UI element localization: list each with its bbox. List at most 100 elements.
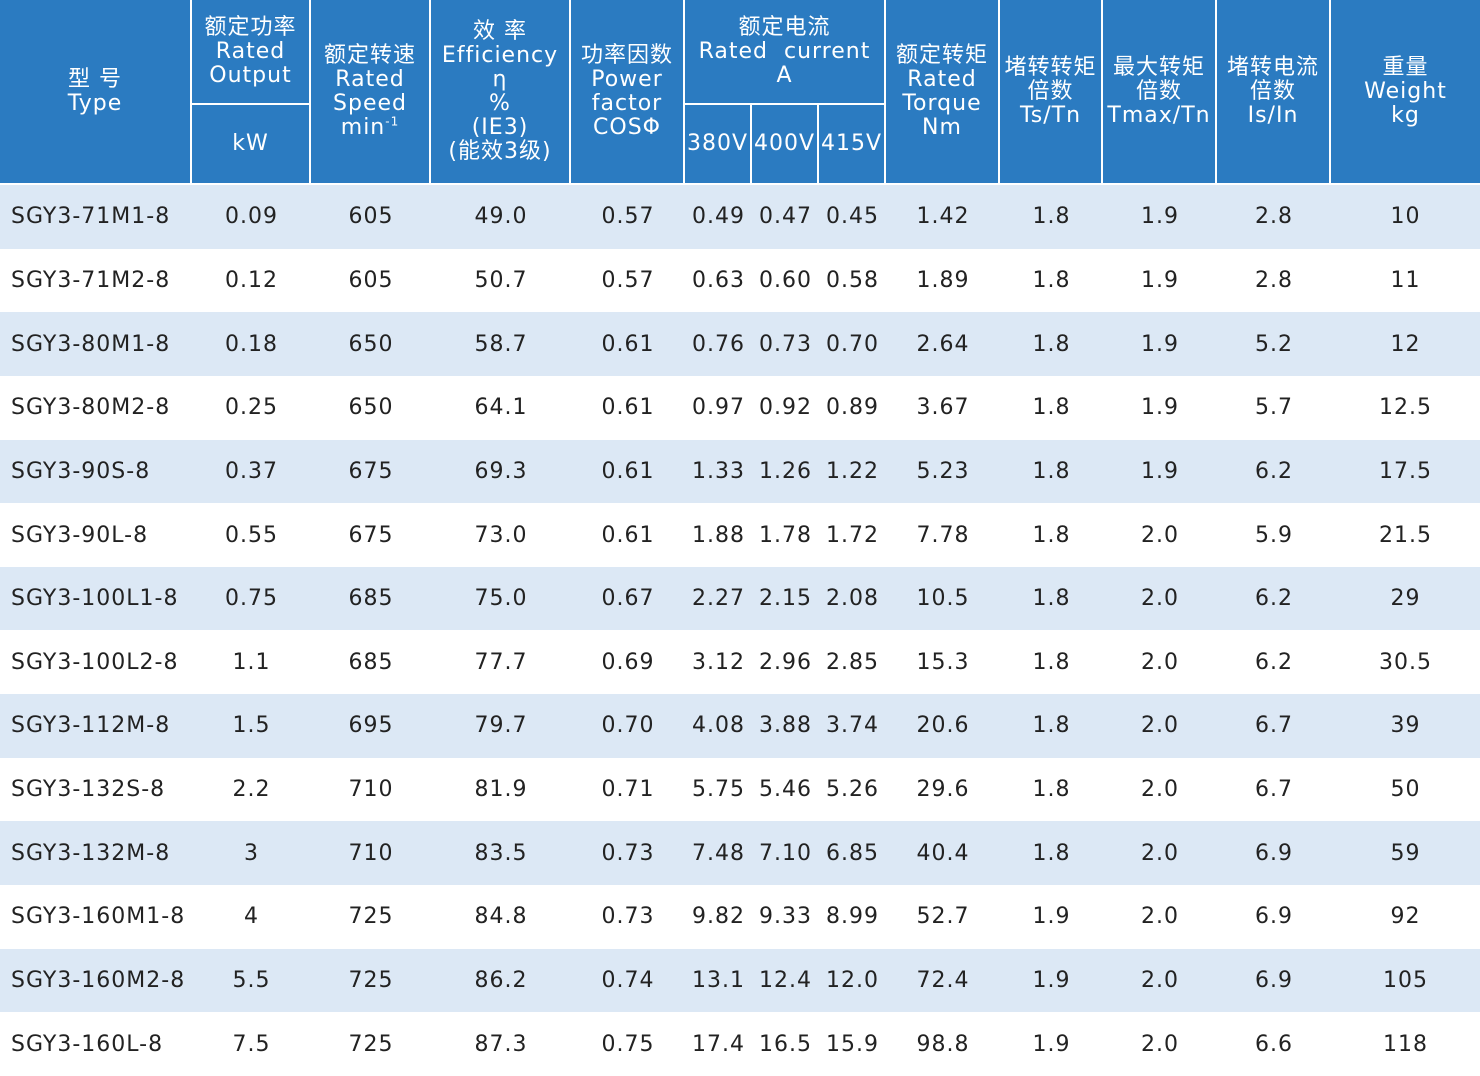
table-cell: 75.0 bbox=[474, 586, 528, 612]
table-cell: 1.1 bbox=[232, 649, 271, 675]
table-cell: 6.9 bbox=[1255, 904, 1293, 930]
table-row: SGY3-90S-8 0.37 675 69.3 0.61 1.33 1.26 1.22 5.2… bbox=[0, 439, 1480, 504]
table-cell: 81.9 bbox=[474, 777, 528, 803]
table-cell: 0.61 bbox=[601, 522, 655, 548]
table-cell: 0.57 bbox=[601, 267, 655, 293]
table-cell: 1.8 bbox=[1032, 267, 1071, 293]
header-line: 倍数 bbox=[1027, 78, 1074, 104]
header-line: Rated bbox=[907, 66, 977, 92]
table-cell: 2.0 bbox=[1141, 904, 1179, 930]
table-cell: 1.8 bbox=[1032, 395, 1071, 421]
table-cell: 0.63 bbox=[692, 267, 745, 293]
header-line: Ts/Tn bbox=[1019, 102, 1082, 128]
table-cell: 2.8 bbox=[1255, 267, 1293, 293]
header-line: η bbox=[492, 66, 508, 92]
table-cell: 6.7 bbox=[1255, 713, 1293, 739]
table-cell: 2.2 bbox=[232, 777, 271, 803]
table-cell: 0.18 bbox=[225, 331, 278, 357]
table-cell: 2.0 bbox=[1141, 968, 1179, 994]
table-cell: 1.9 bbox=[1141, 267, 1179, 293]
table-cell: SGY3-80M1-8 bbox=[11, 331, 171, 357]
table-cell: 1.9 bbox=[1141, 395, 1179, 421]
table-cell: 40.4 bbox=[916, 840, 970, 866]
table-cell: SGY3-71M1-8 bbox=[11, 204, 171, 230]
table-cell: 49.0 bbox=[474, 204, 528, 230]
table-cell: 50 bbox=[1390, 777, 1421, 803]
table-cell: 84.8 bbox=[474, 904, 528, 930]
table-cell: 3.12 bbox=[692, 649, 745, 675]
header-cell: 额定转速 Rated Speed min-1 bbox=[311, 0, 429, 183]
header-line: 400V bbox=[753, 131, 816, 156]
header-cell: 堵转转矩 倍数 Ts/Tn bbox=[1000, 0, 1101, 183]
table-row: SGY3-80M1-8 0.18 650 58.7 0.61 0.76 0.73 0.70 2.… bbox=[0, 312, 1480, 376]
table-cell: 1.9 bbox=[1141, 204, 1179, 230]
table-cell: SGY3-100L1-8 bbox=[11, 586, 179, 612]
header-line: Speed bbox=[333, 90, 407, 116]
table-cell: 73.0 bbox=[474, 522, 528, 548]
header-line: 型 号 bbox=[68, 66, 122, 92]
header-line: 额定转矩 bbox=[895, 42, 988, 68]
table-cell: 0.12 bbox=[225, 267, 278, 293]
header-line: 重量 bbox=[1382, 54, 1429, 80]
header-cell: 额定转矩 Rated Torque Nm bbox=[886, 0, 998, 183]
sub-header-cell: 380V bbox=[685, 105, 750, 183]
header-line: 380V bbox=[686, 131, 749, 156]
header-line: 堵转转矩 bbox=[1004, 54, 1097, 80]
table-cell: 69.3 bbox=[474, 458, 528, 484]
table-cell: 2.64 bbox=[916, 331, 970, 357]
table-cell: 1.33 bbox=[692, 458, 745, 484]
table-cell: 8.99 bbox=[826, 904, 879, 930]
table-cell: 16.5 bbox=[759, 1031, 812, 1057]
table-cell: SGY3-80M2-8 bbox=[11, 395, 171, 421]
table-cell: 29.6 bbox=[916, 777, 970, 803]
table-cell: 15.9 bbox=[826, 1031, 879, 1057]
table-cell: 685 bbox=[348, 649, 394, 675]
table-cell: 1.9 bbox=[1032, 1031, 1071, 1057]
table-cell: 1.89 bbox=[916, 267, 970, 293]
table-cell: 2.0 bbox=[1141, 586, 1179, 612]
table-cell: 11 bbox=[1390, 267, 1421, 293]
table-cell: 695 bbox=[348, 713, 394, 739]
table-cell: 2.15 bbox=[759, 586, 812, 612]
table-cell: 0.73 bbox=[601, 840, 655, 866]
table-cell: 1.26 bbox=[759, 458, 812, 484]
header-line: 最大转矩 bbox=[1112, 54, 1205, 80]
header-cell: 堵转电流 倍数 Is/In bbox=[1217, 0, 1329, 183]
table-cell: 20.6 bbox=[916, 713, 970, 739]
table-cell: 0.37 bbox=[225, 458, 278, 484]
table-row: SGY3-80M2-8 0.25 650 64.1 0.61 0.97 0.92 0.89 3.… bbox=[0, 375, 1480, 440]
table-cell: 0.61 bbox=[601, 458, 655, 484]
table-cell: 12.4 bbox=[759, 968, 812, 994]
header-line: 效 率 bbox=[473, 18, 527, 44]
header-cell: 功率因数 Power factor COSΦ bbox=[571, 0, 683, 183]
table-cell: 86.2 bbox=[474, 968, 528, 994]
table-cell: 77.7 bbox=[474, 649, 528, 675]
table-cell: 92 bbox=[1390, 904, 1421, 930]
table-row: SGY3-132M-8 3 710 83.5 0.73 7.48 7.10 6.85 40.4 1… bbox=[0, 821, 1480, 886]
table-cell: 0.76 bbox=[692, 331, 745, 357]
table-cell: 0.25 bbox=[225, 395, 278, 421]
header-line: Tmax/Tn bbox=[1107, 102, 1211, 128]
table-cell: 725 bbox=[348, 904, 394, 930]
table-cell: 605 bbox=[348, 204, 394, 230]
table-cell: 0.71 bbox=[601, 777, 655, 803]
table-cell: 650 bbox=[348, 395, 394, 421]
table-cell: SGY3-160L-8 bbox=[11, 1031, 164, 1057]
table-cell: 39 bbox=[1390, 713, 1421, 739]
header-cell: 型 号 Type bbox=[0, 0, 190, 183]
header-line: Output bbox=[209, 62, 292, 88]
table-cell: 3 bbox=[244, 840, 259, 866]
table-cell: SGY3-132S-8 bbox=[11, 777, 166, 803]
table-cell: 6.7 bbox=[1255, 777, 1293, 803]
table-row: SGY3-112M-8 1.5 695 79.7 0.70 4.08 3.88 3.74 20.… bbox=[0, 694, 1480, 758]
table-cell: 118 bbox=[1383, 1031, 1428, 1057]
header-line: Torque bbox=[902, 90, 982, 116]
table-row: SGY3-160M2-8 5.5 725 86.2 0.74 13.1 12.4 12.0 72… bbox=[0, 948, 1480, 1013]
table-cell: 2.08 bbox=[826, 586, 879, 612]
table-cell: 2.27 bbox=[692, 586, 745, 612]
header-cell: 额定功率 Rated Output bbox=[192, 0, 309, 103]
table-cell: SGY3-90L-8 bbox=[11, 522, 149, 548]
header-line: Power bbox=[591, 66, 663, 92]
table-cell: 0.73 bbox=[601, 904, 655, 930]
table-cell: 5.46 bbox=[759, 777, 812, 803]
